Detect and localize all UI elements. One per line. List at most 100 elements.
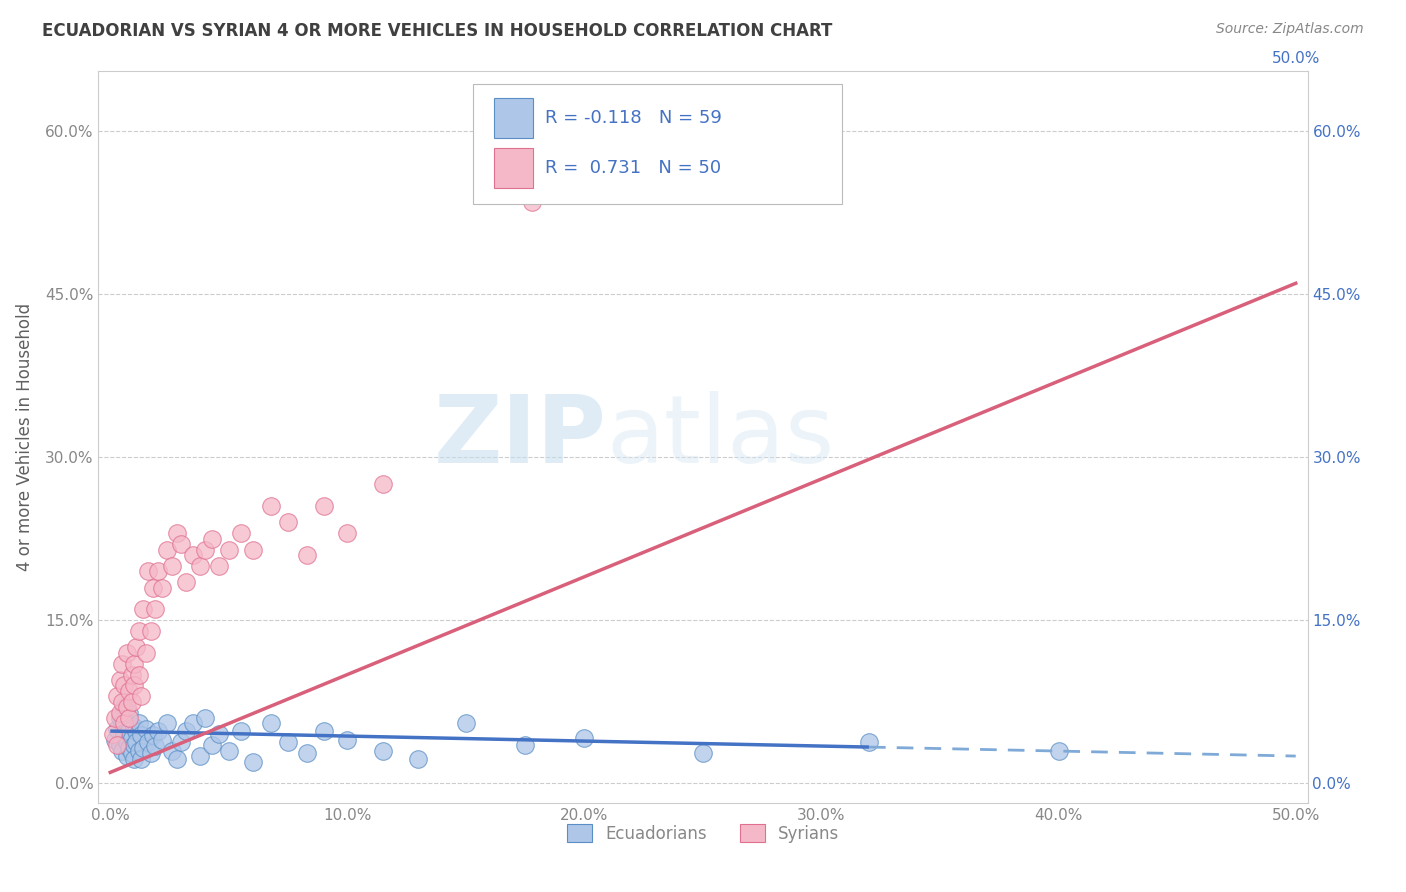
Point — [181, 548, 204, 562]
Point — [135, 722, 157, 736]
Point — [170, 537, 193, 551]
Point — [105, 690, 128, 704]
Point — [118, 711, 141, 725]
Point — [295, 548, 318, 562]
Point — [312, 499, 335, 513]
Point — [111, 716, 134, 731]
Point — [128, 624, 150, 638]
Point — [121, 731, 143, 745]
Point — [122, 752, 145, 766]
Point — [139, 624, 162, 638]
Point — [115, 716, 138, 731]
Text: R = -0.118   N = 59: R = -0.118 N = 59 — [544, 109, 721, 128]
Point — [136, 735, 159, 749]
Y-axis label: 4 or more Vehicles in Household: 4 or more Vehicles in Household — [15, 303, 34, 571]
Point — [208, 727, 231, 741]
Point — [118, 724, 141, 739]
Point — [114, 678, 136, 692]
Point — [129, 690, 152, 704]
Point — [122, 738, 145, 752]
Point — [170, 735, 193, 749]
Point — [111, 657, 134, 671]
Point — [128, 716, 150, 731]
Point — [190, 558, 212, 573]
Point — [229, 724, 252, 739]
Point — [574, 731, 596, 745]
Point — [201, 738, 224, 752]
Point — [125, 640, 148, 655]
Point — [522, 194, 544, 209]
Point — [135, 646, 157, 660]
Point — [118, 684, 141, 698]
Point — [229, 526, 252, 541]
Bar — [494, 148, 533, 188]
Point — [132, 741, 155, 756]
Point — [139, 746, 162, 760]
Point — [146, 564, 169, 578]
Point — [1047, 744, 1070, 758]
Point — [132, 602, 155, 616]
FancyBboxPatch shape — [474, 84, 842, 204]
Point — [371, 744, 394, 758]
Point — [114, 700, 136, 714]
Point — [128, 744, 150, 758]
Point — [295, 746, 318, 760]
Text: atlas: atlas — [606, 391, 835, 483]
Point — [166, 752, 188, 766]
Point — [174, 724, 197, 739]
Point — [218, 744, 240, 758]
Point — [128, 667, 150, 681]
Point — [115, 700, 138, 714]
Point — [121, 746, 143, 760]
Point — [371, 477, 394, 491]
Point — [194, 542, 217, 557]
Point — [136, 564, 159, 578]
Point — [152, 732, 174, 747]
Point — [104, 711, 127, 725]
Text: ECUADORIAN VS SYRIAN 4 OR MORE VEHICLES IN HOUSEHOLD CORRELATION CHART: ECUADORIAN VS SYRIAN 4 OR MORE VEHICLES … — [42, 22, 832, 40]
Point — [101, 727, 124, 741]
Point — [260, 716, 283, 731]
Point — [156, 716, 179, 731]
Point — [408, 752, 430, 766]
Point — [692, 746, 714, 760]
Point — [277, 735, 299, 749]
Point — [121, 667, 143, 681]
Text: ZIP: ZIP — [433, 391, 606, 483]
Point — [166, 526, 188, 541]
Point — [858, 735, 880, 749]
Point — [515, 738, 537, 752]
Point — [105, 738, 128, 752]
Point — [174, 575, 197, 590]
Point — [143, 739, 166, 754]
Point — [108, 711, 131, 725]
Point — [312, 724, 335, 739]
Point — [115, 735, 138, 749]
Point — [108, 738, 131, 752]
Legend: Ecuadorians, Syrians: Ecuadorians, Syrians — [560, 818, 846, 849]
Point — [190, 749, 212, 764]
Point — [146, 724, 169, 739]
Point — [160, 744, 183, 758]
Point — [118, 741, 141, 756]
Text: Source: ZipAtlas.com: Source: ZipAtlas.com — [1216, 22, 1364, 37]
Point — [115, 749, 138, 764]
Point — [114, 727, 136, 741]
Point — [125, 724, 148, 739]
Point — [194, 711, 217, 725]
Point — [208, 558, 231, 573]
Point — [336, 732, 359, 747]
Point — [218, 542, 240, 557]
Point — [115, 646, 138, 660]
Point — [277, 516, 299, 530]
Point — [122, 720, 145, 734]
Point — [114, 716, 136, 731]
Point — [108, 673, 131, 687]
Point — [242, 755, 264, 769]
Point — [142, 581, 165, 595]
Point — [122, 657, 145, 671]
Point — [122, 678, 145, 692]
Point — [104, 732, 127, 747]
Point — [129, 752, 152, 766]
Point — [108, 706, 131, 720]
